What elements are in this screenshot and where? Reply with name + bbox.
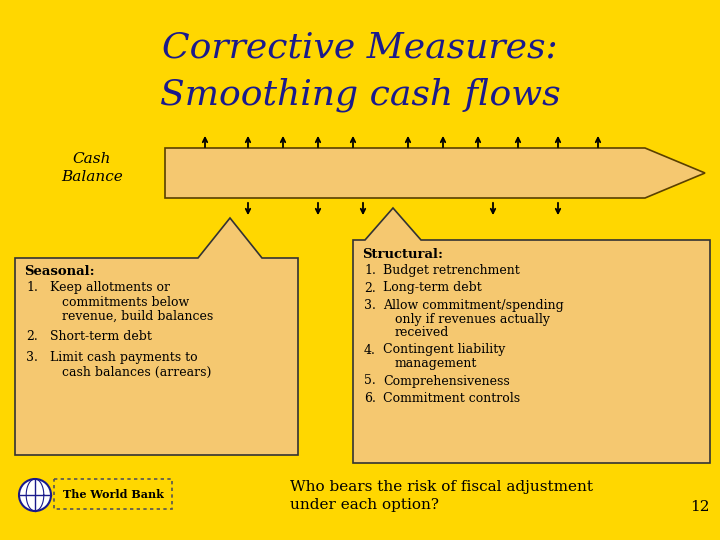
Text: 12: 12 (690, 500, 710, 514)
Text: Who bears the risk of fiscal adjustment: Who bears the risk of fiscal adjustment (290, 480, 593, 494)
Text: under each option?: under each option? (290, 498, 439, 512)
Text: Corrective Measures:: Corrective Measures: (162, 31, 558, 65)
Circle shape (19, 479, 51, 511)
Polygon shape (165, 148, 705, 198)
Text: only if revenues actually: only if revenues actually (395, 313, 550, 326)
Text: 4.: 4. (364, 343, 376, 356)
Text: Keep allotments or: Keep allotments or (50, 281, 170, 294)
Text: 5.: 5. (364, 375, 376, 388)
Text: 1.: 1. (364, 264, 376, 277)
Text: 2.: 2. (364, 281, 376, 294)
Text: revenue, build balances: revenue, build balances (62, 310, 213, 323)
Text: Long-term debt: Long-term debt (383, 281, 482, 294)
Text: Commitment controls: Commitment controls (383, 392, 520, 405)
Text: 3.: 3. (26, 351, 38, 364)
Polygon shape (353, 208, 710, 463)
Text: The World Bank: The World Bank (63, 489, 163, 500)
Text: received: received (395, 326, 449, 339)
Text: 3.: 3. (364, 299, 376, 312)
Text: Seasonal:: Seasonal: (24, 265, 94, 278)
Text: Limit cash payments to: Limit cash payments to (50, 351, 197, 364)
Text: Smoothing cash flows: Smoothing cash flows (160, 78, 560, 112)
Text: Budget retrenchment: Budget retrenchment (383, 264, 520, 277)
Text: 6.: 6. (364, 392, 376, 405)
Text: Comprehensiveness: Comprehensiveness (383, 375, 510, 388)
Text: Allow commitment/spending: Allow commitment/spending (383, 299, 564, 312)
Text: Cash
Balance: Cash Balance (61, 152, 123, 184)
Text: Contingent liability: Contingent liability (383, 343, 505, 356)
Text: 2.: 2. (26, 330, 37, 343)
Text: cash balances (arrears): cash balances (arrears) (62, 366, 212, 379)
Text: management: management (395, 357, 477, 370)
Text: commitments below: commitments below (62, 295, 189, 308)
Text: Short-term debt: Short-term debt (50, 330, 152, 343)
Text: Structural:: Structural: (362, 248, 443, 261)
Polygon shape (15, 218, 298, 455)
Text: 1.: 1. (26, 281, 38, 294)
